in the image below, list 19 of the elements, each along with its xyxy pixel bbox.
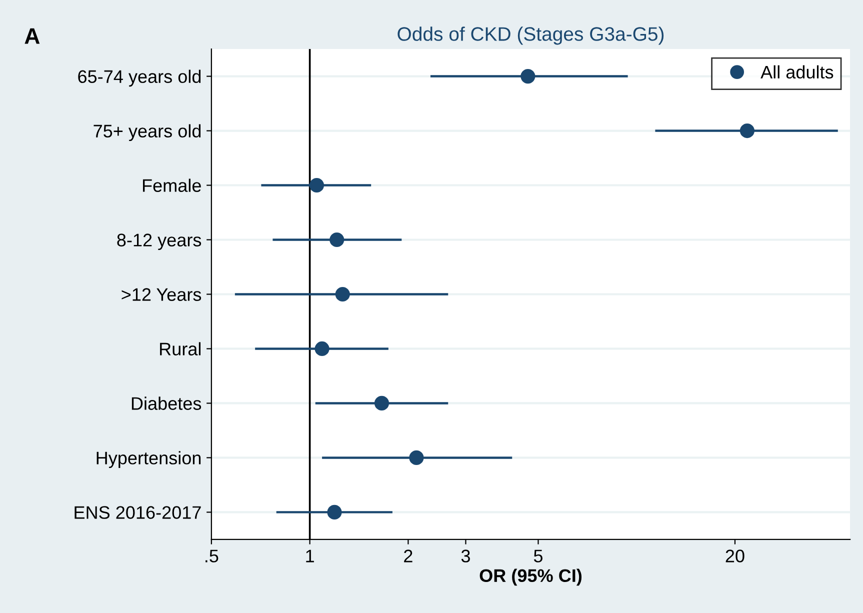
x-tick-label: 20 <box>726 550 744 562</box>
x-tick-label: 5 <box>534 550 542 562</box>
x-tick-label: 1 <box>306 550 314 562</box>
y-tick-label: Female <box>142 178 201 192</box>
y-tick-label: 75+ years old <box>94 124 201 142</box>
x-tick-label: 2 <box>404 550 412 562</box>
chart-title: Odds of CKD (Stages G3a-G5) <box>398 26 664 45</box>
y-tick-label: 65-74 years old <box>78 70 201 87</box>
x-tick-label: 3 <box>461 550 470 562</box>
x-tick-label: .5 <box>206 550 218 562</box>
y-tick-label: ENS 2016-2017 <box>74 506 201 519</box>
y-tick-label: >12 Years <box>122 288 202 301</box>
x-axis-title: OR (95% CI) <box>480 568 582 586</box>
text: A <box>24 28 40 44</box>
y-tick-label: Hypertension <box>96 451 201 468</box>
y-tick-label: Rural <box>160 342 201 356</box>
y-tick-label: 8-12 years <box>117 234 202 250</box>
y-tick-label: Diabetes <box>132 396 202 410</box>
legend-label: All adults <box>760 65 834 79</box>
